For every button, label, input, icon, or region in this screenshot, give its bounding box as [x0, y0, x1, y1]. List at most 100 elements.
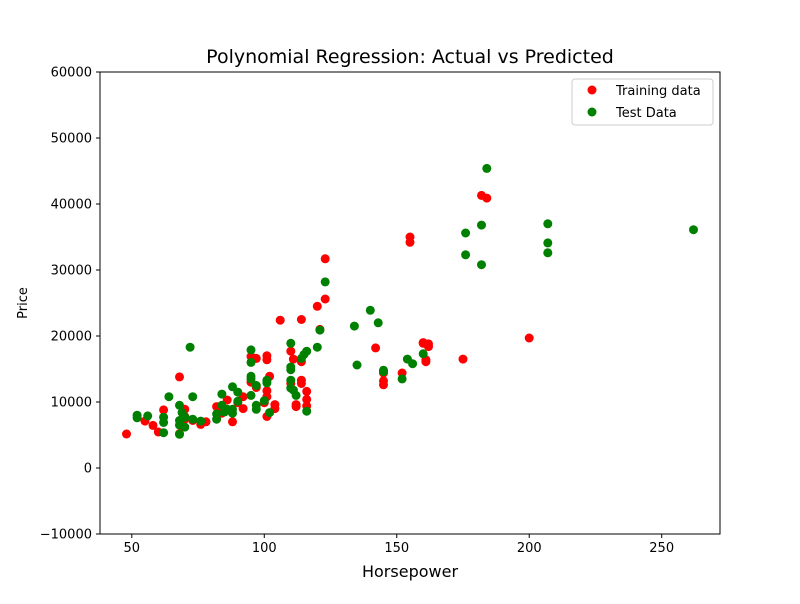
test-point: [461, 228, 471, 238]
test-point: [180, 412, 190, 422]
training-point: [122, 429, 131, 439]
test-point: [262, 378, 272, 388]
y-tick-label: 50000: [51, 132, 92, 147]
test-point: [312, 342, 322, 352]
training-point: [458, 354, 468, 364]
training-point: [482, 193, 492, 203]
test-point: [349, 321, 359, 331]
training-point: [320, 254, 330, 264]
training-point: [275, 315, 285, 325]
x-tick-label: 200: [517, 541, 542, 556]
test-point: [302, 406, 312, 416]
test-point: [265, 408, 275, 418]
training-point: [302, 386, 312, 396]
y-tick-label: −10000: [40, 528, 92, 543]
test-point: [159, 428, 169, 438]
test-point: [233, 387, 243, 397]
y-axis-label: Price: [16, 287, 31, 319]
training-point: [288, 354, 298, 364]
y-tick-label: 10000: [51, 396, 92, 411]
test-legend-label: Test Data: [615, 106, 677, 121]
training-point: [296, 315, 306, 324]
test-point: [185, 342, 195, 352]
test-point: [246, 345, 256, 355]
test-point: [291, 390, 301, 400]
test-point: [543, 219, 553, 229]
training-point: [291, 400, 301, 410]
test-point: [315, 325, 325, 335]
test-point: [379, 367, 388, 377]
test-point: [228, 408, 237, 418]
test-point: [352, 360, 362, 370]
test-point: [212, 414, 222, 424]
training-point: [175, 372, 184, 382]
training-point: [379, 376, 388, 386]
training-point: [405, 232, 415, 242]
test-point: [251, 381, 261, 390]
training-point: [228, 417, 237, 427]
test-point: [373, 318, 383, 328]
test-point: [286, 365, 296, 375]
test-point: [259, 396, 269, 406]
test-point: [543, 238, 553, 248]
test-point: [251, 404, 261, 414]
y-axis-ticks: −10000 0 10000 20000 30000 40000 50000 60000: [40, 66, 100, 543]
y-tick-label: 20000: [51, 330, 92, 345]
x-tick-label: 50: [124, 541, 141, 556]
training-point: [424, 342, 433, 352]
training-legend-label: Training data: [615, 84, 701, 99]
legend: Training data Test Data: [571, 78, 714, 126]
test-point: [543, 248, 553, 258]
legend-box: [571, 78, 714, 126]
x-tick-label: 150: [384, 541, 409, 556]
test-point: [286, 338, 296, 348]
test-point: [159, 418, 169, 427]
training-point: [312, 301, 322, 311]
training-point: [148, 420, 158, 430]
training-point: [320, 294, 330, 304]
test-point: [175, 400, 184, 410]
test-point: [246, 357, 256, 367]
training-point: [286, 346, 296, 356]
training-point: [238, 404, 248, 414]
plot-marks: [122, 163, 698, 439]
y-tick-label: 40000: [51, 198, 92, 213]
test-point: [689, 225, 698, 235]
test-point: [217, 389, 227, 399]
x-tick-label: 100: [252, 541, 277, 556]
test-point: [246, 374, 256, 384]
test-point: [477, 260, 486, 270]
test-point: [132, 413, 142, 423]
test-point: [175, 429, 184, 439]
training-legend-marker: [587, 85, 597, 95]
training-point: [302, 394, 312, 404]
x-axis-label: Horsepower: [362, 562, 458, 581]
test-point: [180, 422, 190, 432]
test-point: [143, 411, 153, 421]
training-point: [296, 379, 306, 388]
plot-frame: [99, 71, 721, 535]
test-point: [320, 277, 330, 287]
training-point: [421, 357, 431, 367]
test-point: [286, 375, 296, 385]
x-axis-ticks: 50 100 150 200 250: [124, 534, 674, 556]
test-point: [477, 220, 486, 230]
test-point: [233, 396, 243, 406]
test-point: [188, 414, 198, 424]
test-point: [408, 359, 418, 369]
test-point: [461, 250, 471, 260]
test-point: [164, 392, 174, 402]
training-point: [371, 343, 381, 353]
y-tick-label: 30000: [51, 264, 92, 279]
test-point: [482, 163, 492, 173]
x-tick-label: 250: [649, 541, 674, 556]
test-point: [196, 416, 206, 426]
training-point: [262, 386, 272, 396]
test-point: [397, 374, 407, 384]
test-point: [302, 346, 312, 356]
test-point: [365, 305, 375, 315]
chart-title: Polynomial Regression: Actual vs Predict…: [206, 46, 614, 68]
test-point: [246, 390, 256, 400]
